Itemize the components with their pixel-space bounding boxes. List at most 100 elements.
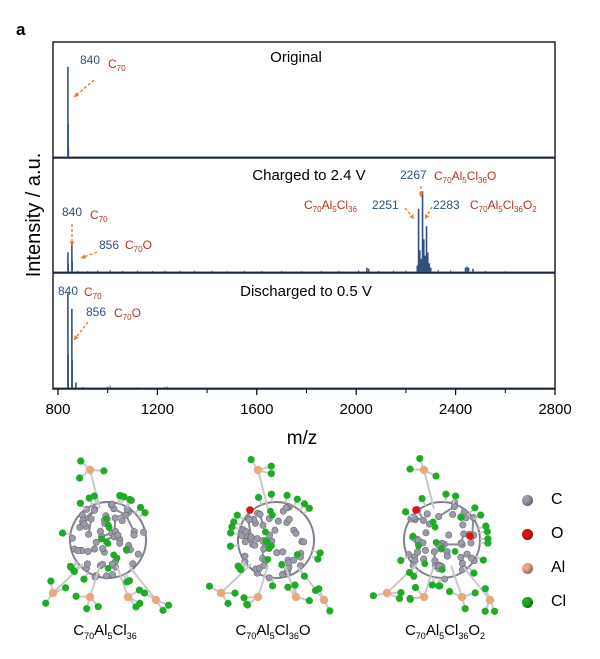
legend-label-c: C [551, 491, 563, 508]
annotation-formula-c70-discharged: C70 [84, 285, 102, 301]
chlorine-dot-icon [522, 596, 533, 608]
chlorine-atom [62, 584, 70, 592]
carbon-atom [247, 533, 255, 541]
chlorine-atom [490, 607, 499, 615]
molecule-c70al5cl36-image [42, 457, 173, 614]
chlorine-atom [405, 568, 414, 577]
chlorine-atom [369, 592, 377, 600]
chlorine-atom [267, 462, 275, 470]
legend-label-o: O [551, 525, 564, 542]
chlorine-atom [293, 551, 301, 558]
chlorine-atom [104, 564, 112, 572]
annotation-formula-c70al5cl36: C70Al5Cl36 [304, 198, 357, 214]
panel-title-1: Original [270, 49, 322, 66]
carbon-atom [99, 560, 107, 568]
aluminum-atom [123, 592, 133, 602]
chlorine-atom [429, 518, 437, 526]
annotation-mass-840-discharged: 840 [58, 284, 78, 298]
chlorine-atom [75, 474, 84, 482]
carbon-atom [134, 550, 142, 558]
al-bond [423, 565, 435, 598]
chlorine-atom [226, 542, 235, 550]
al-bond [257, 565, 269, 598]
carbon-atom [116, 539, 124, 547]
cage-outline [237, 501, 315, 579]
carbon-atom [241, 538, 249, 546]
panel-label-b: b [16, 459, 26, 460]
arrow-840-original-head [74, 92, 79, 97]
annotation-mass-840-original: 840 [80, 53, 100, 67]
aluminum-atom [151, 595, 161, 605]
chlorine-atom [431, 523, 439, 531]
chlorine-atom [266, 507, 274, 515]
chlorine-atom [230, 518, 238, 526]
chlorine-atom [284, 583, 292, 591]
chlorine-atom [268, 582, 277, 590]
plot-frame [52, 41, 556, 390]
panel-label-a: a [16, 20, 26, 39]
carbon-atom [140, 528, 148, 536]
al-bond [128, 566, 157, 601]
oxygen-atom [466, 532, 474, 540]
carbon-atom [430, 548, 438, 556]
chlorine-atom [141, 509, 149, 517]
carbon-atom [458, 559, 466, 567]
arrow-2251-head [409, 214, 414, 219]
oxygen-dot-icon [522, 528, 533, 540]
chlorine-atom [278, 560, 286, 568]
chlorine-atom [283, 491, 291, 499]
annotation-mass-2251: 2251 [372, 198, 399, 212]
chlorine-atom [42, 599, 50, 607]
carbon-atom [468, 554, 476, 562]
chlorine-atom [58, 529, 67, 537]
x-tick-label-1200: 1200 [141, 401, 174, 418]
aluminum-atom [253, 465, 263, 475]
carbon-atom [445, 531, 453, 539]
chlorine-atom [300, 572, 309, 580]
chlorine-atom [395, 594, 404, 603]
chlorine-atom [432, 539, 440, 546]
molecule-c70al5cl36o-image [205, 455, 334, 615]
carbon-atom [279, 570, 287, 578]
carbon-atom [96, 527, 104, 535]
chlorine-atom [113, 554, 121, 562]
carbon-atom [413, 548, 421, 556]
chlorine-atom [397, 589, 405, 597]
chlorine-atom [224, 599, 232, 607]
chlorine-atom [226, 529, 235, 537]
aluminum-atom [291, 592, 301, 602]
chlorine-atom [293, 495, 301, 503]
chlorine-atom [120, 493, 128, 501]
carbon-atom [271, 526, 279, 534]
carbon-atom [90, 545, 98, 553]
aluminum-atom [419, 465, 429, 475]
chlorine-atom [123, 578, 131, 586]
chlorine-atom [470, 569, 478, 577]
carbon-atom [83, 560, 91, 568]
carbon-atom [274, 517, 282, 525]
chlorine-atom [471, 504, 479, 512]
carbon-atom [87, 515, 95, 523]
annotation-mass-856-discharged: 856 [86, 305, 106, 319]
aluminum-dot-icon [522, 562, 533, 574]
chlorine-atom [98, 535, 105, 543]
chlorine-atom [411, 583, 420, 592]
chlorine-atom [83, 605, 91, 613]
chlorine-atom [483, 527, 491, 536]
carbon-dot-icon [522, 494, 533, 506]
carbon-atom [290, 556, 298, 564]
mass-spectrum-chart: a b Intensity / a.u. 800 1200 1600 2000 2400 280… [16, 20, 572, 460]
carbon-atom [241, 552, 249, 560]
chlorine-atom [233, 511, 241, 519]
chlorine-atom [80, 575, 88, 583]
arrow-840-charged-head [69, 241, 75, 246]
molecule-title-2: C70Al5Cl36O [235, 622, 311, 641]
chlorine-atom [140, 589, 149, 597]
chlorine-atom [435, 582, 443, 590]
carbon-atom [68, 534, 76, 542]
al-bond [450, 565, 463, 598]
carbon-atom [103, 572, 111, 580]
chlorine-atom [451, 548, 459, 555]
carbon-atom [245, 516, 253, 524]
chlorine-atom [300, 500, 309, 508]
